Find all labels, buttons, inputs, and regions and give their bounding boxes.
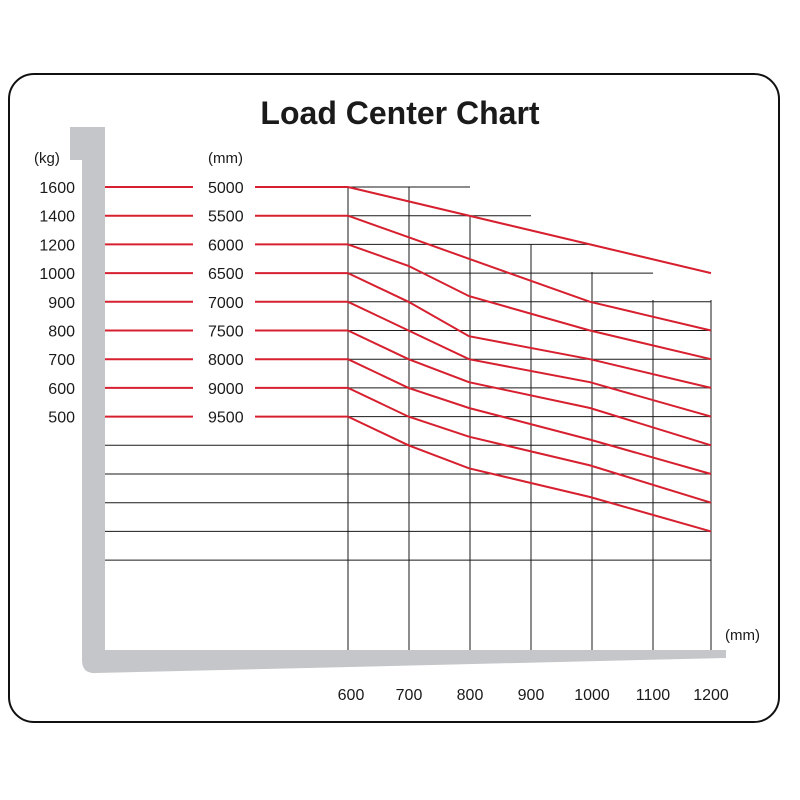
x-tick-label: 700 — [396, 687, 423, 704]
capacity-label: 500 — [48, 410, 75, 427]
capacity-label: 1400 — [39, 209, 75, 226]
lift-height-label: 7500 — [208, 324, 244, 341]
lift-height-label: 7000 — [208, 295, 244, 312]
capacity-label: 600 — [48, 381, 75, 398]
chart-title: Load Center Chart — [260, 95, 539, 131]
fork-silhouette — [70, 127, 726, 674]
y-unit-label: (kg) — [34, 150, 60, 167]
lift-height-label: 6000 — [208, 237, 244, 254]
grid — [105, 186, 712, 650]
lift-height-label: 9500 — [208, 410, 244, 427]
series-curve — [347, 358, 712, 475]
capacity-label: 1600 — [39, 180, 75, 197]
x-tick-label: 900 — [518, 687, 545, 704]
series-curve — [347, 272, 712, 389]
labels: 1600 5000 1400 5500 1200 6000 1000 6500 900 7000 8… — [39, 180, 728, 704]
lift-height-label: 9000 — [208, 381, 244, 398]
series-curve — [347, 386, 712, 504]
lift-height-label: 6500 — [208, 266, 244, 283]
chart-frame — [8, 73, 780, 723]
lift-height-label: 8000 — [208, 352, 244, 369]
curves — [105, 186, 712, 533]
x-tick-label: 1200 — [693, 687, 729, 704]
x-tick-label: 1100 — [636, 687, 671, 704]
series-curve — [347, 243, 712, 361]
series-curve — [347, 415, 712, 533]
series-curve — [347, 300, 712, 418]
capacity-label: 1200 — [39, 237, 75, 254]
capacity-label: 700 — [48, 352, 75, 369]
x-tick-label: 800 — [457, 687, 484, 704]
x-unit-label: (mm) — [725, 627, 760, 644]
lift-height-label: 5000 — [208, 180, 244, 197]
capacity-label: 900 — [48, 295, 75, 312]
lift-height-label: 5500 — [208, 209, 244, 226]
capacity-label: 1000 — [39, 266, 75, 283]
capacity-label: 800 — [48, 324, 75, 341]
series-unit-label: (mm) — [208, 150, 243, 167]
x-tick-label: 1000 — [574, 687, 610, 704]
x-tick-label: 600 — [338, 687, 365, 704]
series-curve — [347, 329, 712, 447]
series-curve — [347, 186, 712, 275]
series-curve — [347, 214, 712, 332]
